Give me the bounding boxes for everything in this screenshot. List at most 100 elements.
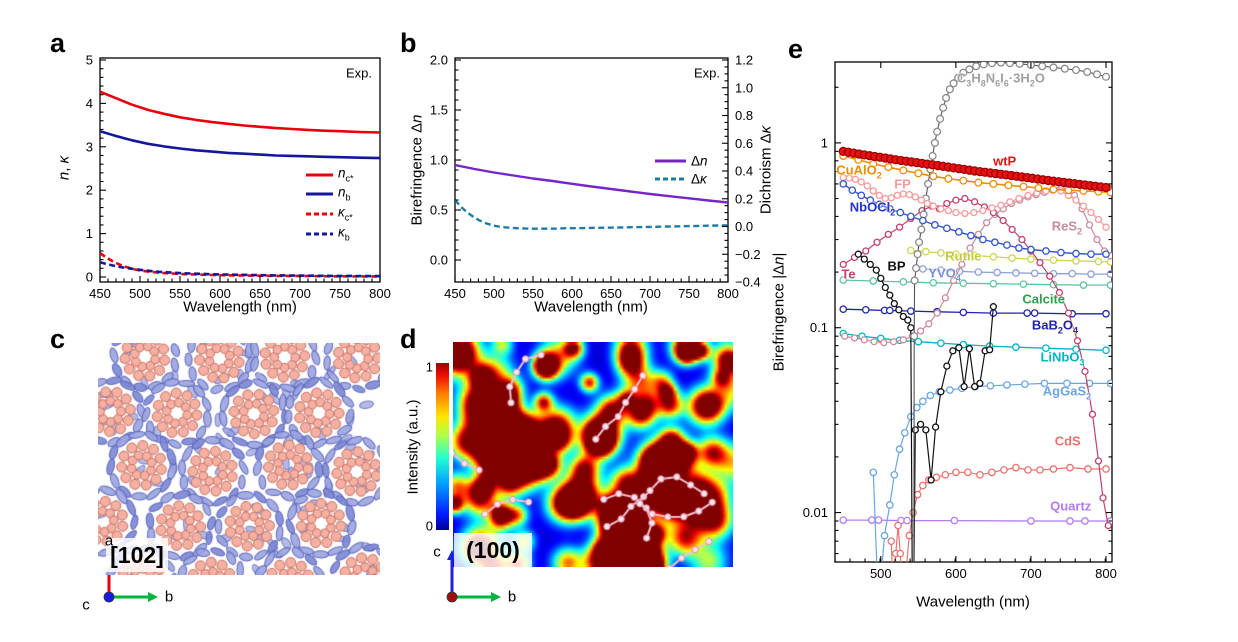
tick-label: 800 <box>1095 566 1117 581</box>
tick-label: 600 <box>209 286 231 301</box>
tick-label: 600 <box>561 286 583 301</box>
material-label-cualo2: CuAlO2 <box>836 162 882 180</box>
tick-label: 3 <box>86 139 93 154</box>
gizmo-c-up-label: a <box>104 532 114 550</box>
legend-item-k_cstar: κc* <box>338 204 353 223</box>
panel-b-xaxis-label: Wavelength (nm) <box>534 298 648 316</box>
gizmo-out-axis-dot <box>446 591 458 603</box>
panel-e-xaxis-label: Wavelength (nm) <box>916 593 1030 611</box>
tick-label: 5 <box>86 53 93 68</box>
legend-item-dn: Δn <box>691 153 708 169</box>
panel-b-letter: b <box>400 28 417 58</box>
material-label-c3h8n6i6: C3H8N6I6·3H2O <box>956 70 1045 88</box>
panel-b-yaxis-label: Birefringence Δn <box>408 114 426 226</box>
panel-a-letter: a <box>50 28 66 58</box>
series-wtp <box>838 146 1111 193</box>
panel-a-yaxis-label: n, κ <box>55 155 73 181</box>
crystal-structure-image <box>98 343 380 575</box>
tick-label: 0.0 <box>735 219 753 234</box>
tick-label: 750 <box>678 286 700 301</box>
tick-label: 0.4 <box>735 164 753 179</box>
series-dk <box>455 199 728 230</box>
panel-e-letter: e <box>788 34 804 64</box>
legend-item-n_cstar: nc* <box>338 165 354 184</box>
tick-label: 800 <box>369 286 391 301</box>
tick-label: 700 <box>289 286 311 301</box>
panel-b-yaxis2-label: Dichroism Δκ <box>757 125 775 215</box>
tick-label: 0.1 <box>810 320 828 335</box>
legend-item-k_b: κb <box>338 224 350 243</box>
series-rutile <box>906 246 1112 266</box>
material-label-aggas2: AgGaS2 <box>1042 383 1092 402</box>
tick-label: 0 <box>86 270 93 285</box>
series-cualo2 <box>839 151 1112 197</box>
tick-label: 1.2 <box>735 53 753 68</box>
series-cds <box>887 463 1110 562</box>
panel-a-exp-tag: Exp. <box>345 65 372 81</box>
gizmo-d-up-label: c <box>433 543 441 561</box>
tick-label: 0.6 <box>735 136 753 151</box>
tick-label: 450 <box>444 286 466 301</box>
panel-a-xaxis-label: Wavelength (nm) <box>183 298 297 316</box>
series-dn <box>455 163 728 204</box>
series-nbocl2 <box>839 180 1110 259</box>
series-k_b <box>100 260 380 278</box>
panel-b-frame <box>454 57 729 283</box>
tick-label: −0.2 <box>735 247 761 262</box>
tick-label: 450 <box>89 286 111 301</box>
material-label-cds: CdS <box>1054 433 1081 449</box>
tick-label: 1.0 <box>735 80 753 95</box>
legend-item-n_b: nb <box>338 184 351 203</box>
series-yvo4 <box>918 265 1112 278</box>
tick-label: 2 <box>86 183 93 198</box>
tick-label: 0.8 <box>735 108 753 123</box>
tick-label: −0.4 <box>735 275 761 290</box>
tick-label: 500 <box>870 566 892 581</box>
material-label-res2: ReS2 <box>1051 219 1083 237</box>
series-c3h8n6i6 <box>910 62 1111 562</box>
tick-label: 1.5 <box>430 103 448 118</box>
gizmo-out-axis-dot <box>103 591 115 603</box>
tick-label: 700 <box>639 286 661 301</box>
tick-label: 1.0 <box>430 153 448 168</box>
tick-label: 0.0 <box>430 253 448 268</box>
panel-a-frame <box>99 57 381 283</box>
gizmo-c-right-label: b <box>164 588 174 606</box>
material-label-nbocl2: NbOCl2 <box>849 199 896 218</box>
tick-label: 4 <box>86 96 93 111</box>
tick-label: 750 <box>329 286 351 301</box>
intensity-map-image <box>453 342 733 567</box>
series-aggas2 <box>869 379 1112 562</box>
material-label-rutile: Rutile <box>945 248 982 264</box>
colorbar <box>436 363 449 530</box>
legend-item-dk: Δκ <box>691 171 707 187</box>
panel-e-yaxis-label: Birefringence |Δn| <box>770 252 788 372</box>
series-calcite <box>839 276 1112 289</box>
colorbar-axis-label: Intensity (a.u.) <box>404 399 422 495</box>
material-label-bab2o4: BaB2O4 <box>1031 317 1079 336</box>
tick-label: 650 <box>600 286 622 301</box>
tick-label: 500 <box>129 286 151 301</box>
panel-e-frame <box>834 61 1113 563</box>
tick-label: 700 <box>1020 566 1042 581</box>
gizmo-c-out-label: c <box>82 596 90 614</box>
material-label-yvo4: YVO4 <box>928 266 961 284</box>
tick-label: 1 <box>86 226 93 241</box>
material-label-linbo3: LiNbO3 <box>1040 349 1085 368</box>
panel-c-letter: c <box>50 324 66 354</box>
material-label-te: Te <box>841 266 856 282</box>
tick-label: 0.5 <box>430 203 448 218</box>
tick-label: 500 <box>483 286 505 301</box>
series-quartz <box>839 516 1112 525</box>
series-n_cstar <box>100 90 380 134</box>
colorbar-max-label: 1 <box>425 359 433 375</box>
material-label-quartz: Quartz <box>1050 498 1092 514</box>
tick-label: 0.01 <box>803 505 828 520</box>
material-label-fp: FP <box>894 176 911 192</box>
plane-tag-d: (100) <box>454 533 532 567</box>
colorbar-gradient <box>436 363 449 530</box>
tick-label: 550 <box>522 286 544 301</box>
series-k_cstar <box>100 252 380 278</box>
colorbar-min-label: 0 <box>425 518 433 534</box>
